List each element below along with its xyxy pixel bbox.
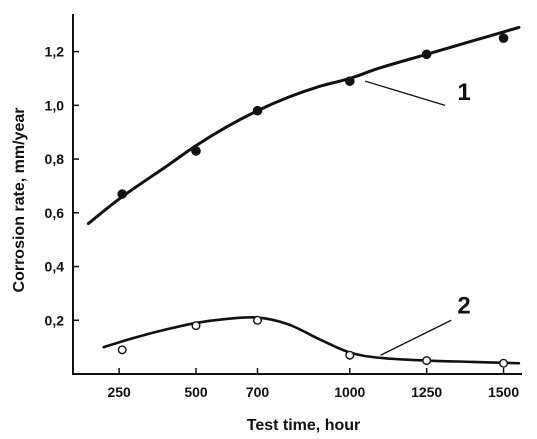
data-point-open	[253, 315, 263, 325]
leader-line-1	[364, 80, 446, 106]
data-point-filled	[117, 189, 128, 199]
y-tick-label: 0,2	[45, 312, 65, 328]
series-1: 1	[86, 25, 521, 226]
data-point-open	[345, 350, 355, 360]
data-point-filled	[191, 146, 201, 156]
y-tick-label: 1,2	[45, 44, 65, 60]
data-point-open	[191, 321, 201, 331]
series-group: 12	[86, 25, 521, 368]
data-point-open	[422, 356, 432, 366]
y-tick-label: 0,8	[45, 151, 65, 167]
y-axis-label: Corrosion rate, mm/year	[11, 108, 28, 293]
x-tick-label: 1000	[334, 384, 365, 400]
x-axis-label: Test time, hour	[247, 417, 361, 434]
data-point-filled	[344, 76, 355, 86]
y-tick-label: 0,4	[45, 259, 65, 275]
y-tick-label: 1,0	[45, 97, 65, 113]
data-point-filled	[252, 105, 263, 116]
x-tick-label: 500	[184, 384, 208, 400]
x-tick-label: 1500	[488, 384, 519, 400]
data-point-filled	[498, 33, 509, 43]
x-tick-label: 250	[107, 384, 131, 400]
x-tick-label: 1250	[411, 384, 442, 400]
curve-label-2: 2	[457, 293, 470, 320]
ticks: 250 500 700 1000 1250 1500 0,2 0,4 0,6 0,8 1,0 1,2	[45, 44, 520, 400]
leader-line-2	[380, 319, 452, 356]
curve-1	[86, 25, 521, 226]
x-tick-label: 700	[246, 384, 270, 400]
data-point-open	[117, 345, 127, 355]
axes	[72, 14, 522, 375]
curve-label-1: 1	[457, 79, 470, 106]
data-point-filled	[421, 49, 432, 60]
series-2: 2	[102, 293, 521, 368]
curve-2	[102, 315, 521, 365]
data-point-open	[499, 358, 509, 368]
y-tick-label: 0,6	[45, 205, 65, 221]
